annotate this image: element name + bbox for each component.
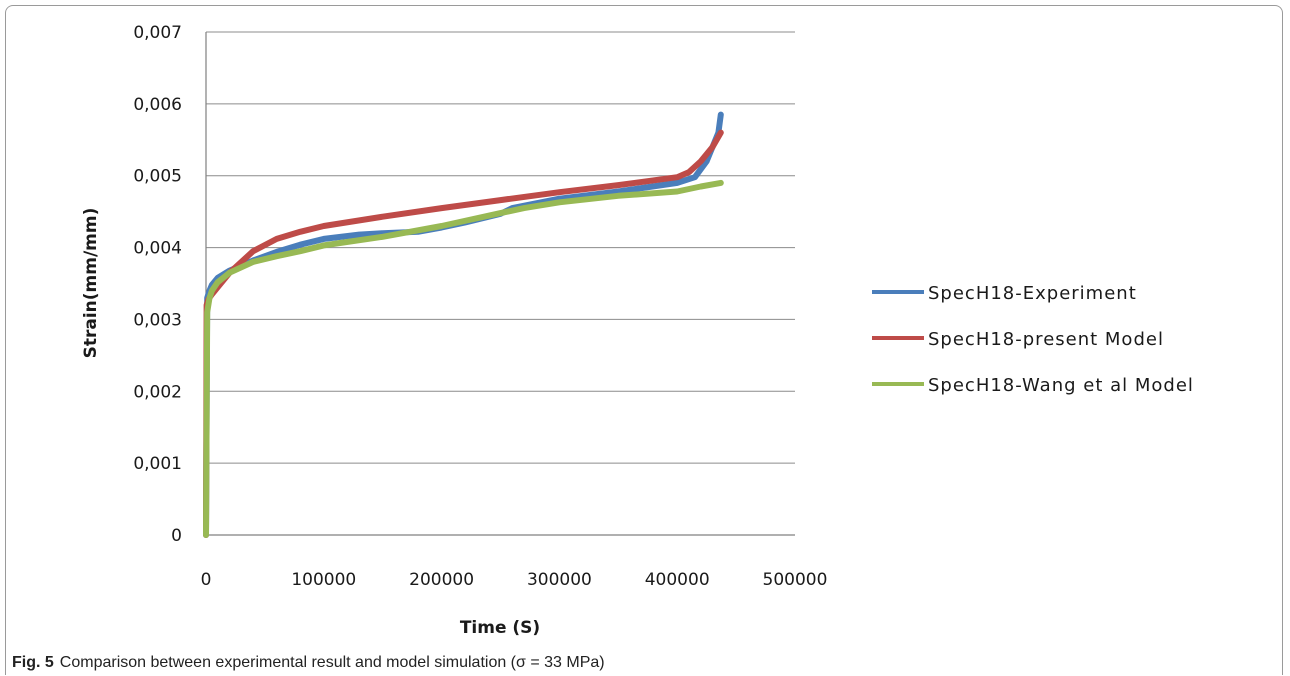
figure-frame	[5, 5, 1283, 675]
y-tick-label: 0,001	[133, 454, 182, 474]
x-tick-label: 500000	[763, 570, 828, 590]
x-tick-label: 400000	[645, 570, 710, 590]
figure-caption-text: Comparison between experimental result a…	[59, 654, 605, 671]
y-tick-label: 0,004	[133, 239, 182, 259]
y-tick-label: 0,007	[133, 23, 182, 43]
y-tick-labels: 0 0,001 0,002 0,003 0,004 0,005 0,006 0,007	[133, 23, 182, 546]
legend-label-3: SpecH18-Wang et al Model	[928, 375, 1194, 396]
figure-label: Fig. 5	[12, 654, 54, 671]
x-tick-label: 0	[201, 570, 212, 590]
series-lines	[203, 111, 724, 538]
x-axis-title: Time (S)	[460, 618, 540, 638]
y-tick-label: 0,005	[133, 167, 182, 187]
y-tick-label: 0,003	[133, 310, 182, 330]
axes	[205, 32, 795, 536]
figure-caption: Fig. 5 Comparison between experimental re…	[12, 654, 605, 672]
x-tick-label: 300000	[527, 570, 592, 590]
y-tick-label: 0	[171, 526, 182, 546]
legend: SpecH18-Experiment SpecH18-present Model S…	[872, 283, 1194, 396]
y-tick-label: 0,006	[133, 95, 182, 115]
y-axis-title: Strain(mm/mm)	[81, 208, 101, 359]
x-tick-label: 200000	[409, 570, 474, 590]
series-line-3	[203, 179, 724, 538]
creep-strain-chart: 0 0,001 0,002 0,003 0,004 0,005 0,006 0,007 0 10…	[81, 23, 1194, 638]
x-tick-label: 100000	[291, 570, 356, 590]
y-tick-label: 0,002	[133, 382, 182, 402]
legend-label-2: SpecH18-present Model	[928, 329, 1164, 350]
legend-label-1: SpecH18-Experiment	[928, 283, 1137, 304]
series-line-1	[203, 111, 724, 538]
x-tick-labels: 0 100000 200000 300000 400000 500000	[201, 570, 828, 590]
